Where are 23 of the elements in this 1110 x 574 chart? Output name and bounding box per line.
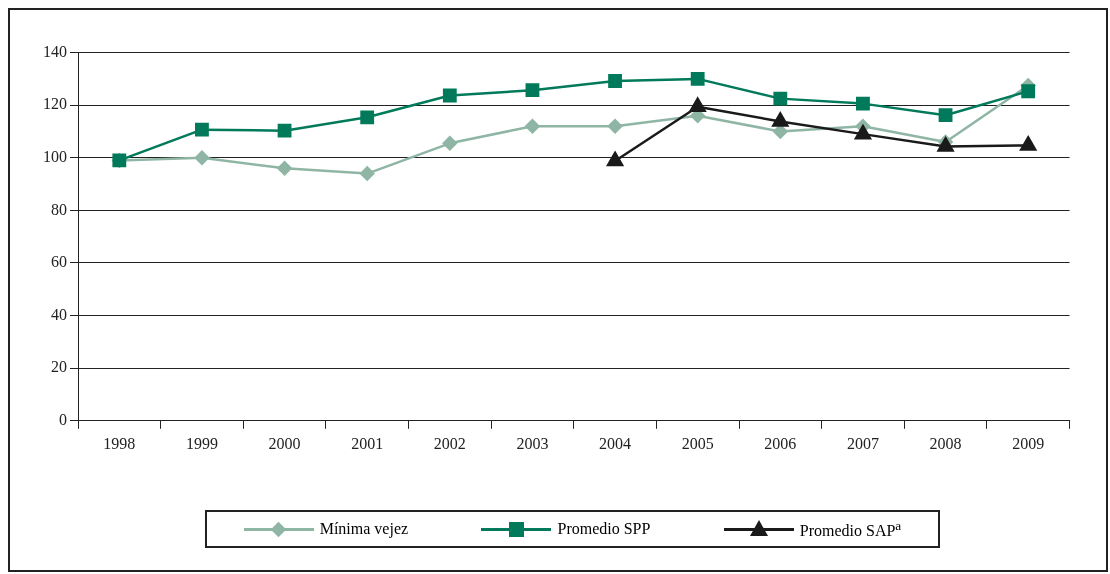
y-tick-label: 60 — [51, 253, 67, 271]
legend-label: Mínima vejez — [319, 520, 409, 538]
x-tick-label: 1999 — [185, 434, 218, 452]
y-tick-label: 120 — [43, 95, 67, 113]
x-tick-label: 2007 — [846, 434, 879, 452]
y-tick-label: 140 — [43, 42, 67, 60]
x-tick-label: 2006 — [764, 434, 797, 452]
legend-label: Promedio SAP$^{a}$ — [799, 517, 902, 541]
x-tick-label: 2002 — [433, 434, 466, 452]
x-tick-label: 2000 — [268, 434, 301, 452]
x-tick-label: 2009 — [1012, 434, 1045, 452]
y-tick-label: 0 — [59, 411, 67, 428]
y-tick-label: 100 — [43, 148, 67, 165]
y-tick-label: 80 — [51, 200, 67, 218]
y-tick-label: 20 — [51, 358, 67, 376]
legend-label: Promedio SPP — [557, 520, 651, 538]
x-tick-label: 2001 — [351, 434, 384, 452]
x-tick-label: 2004 — [599, 434, 632, 452]
x-tick-label: 2005 — [681, 434, 714, 452]
y-tick-label: 40 — [51, 305, 67, 323]
x-tick-label: 2003 — [516, 434, 549, 452]
x-tick-label: 1998 — [103, 434, 136, 452]
x-tick-label: 2008 — [929, 434, 962, 452]
